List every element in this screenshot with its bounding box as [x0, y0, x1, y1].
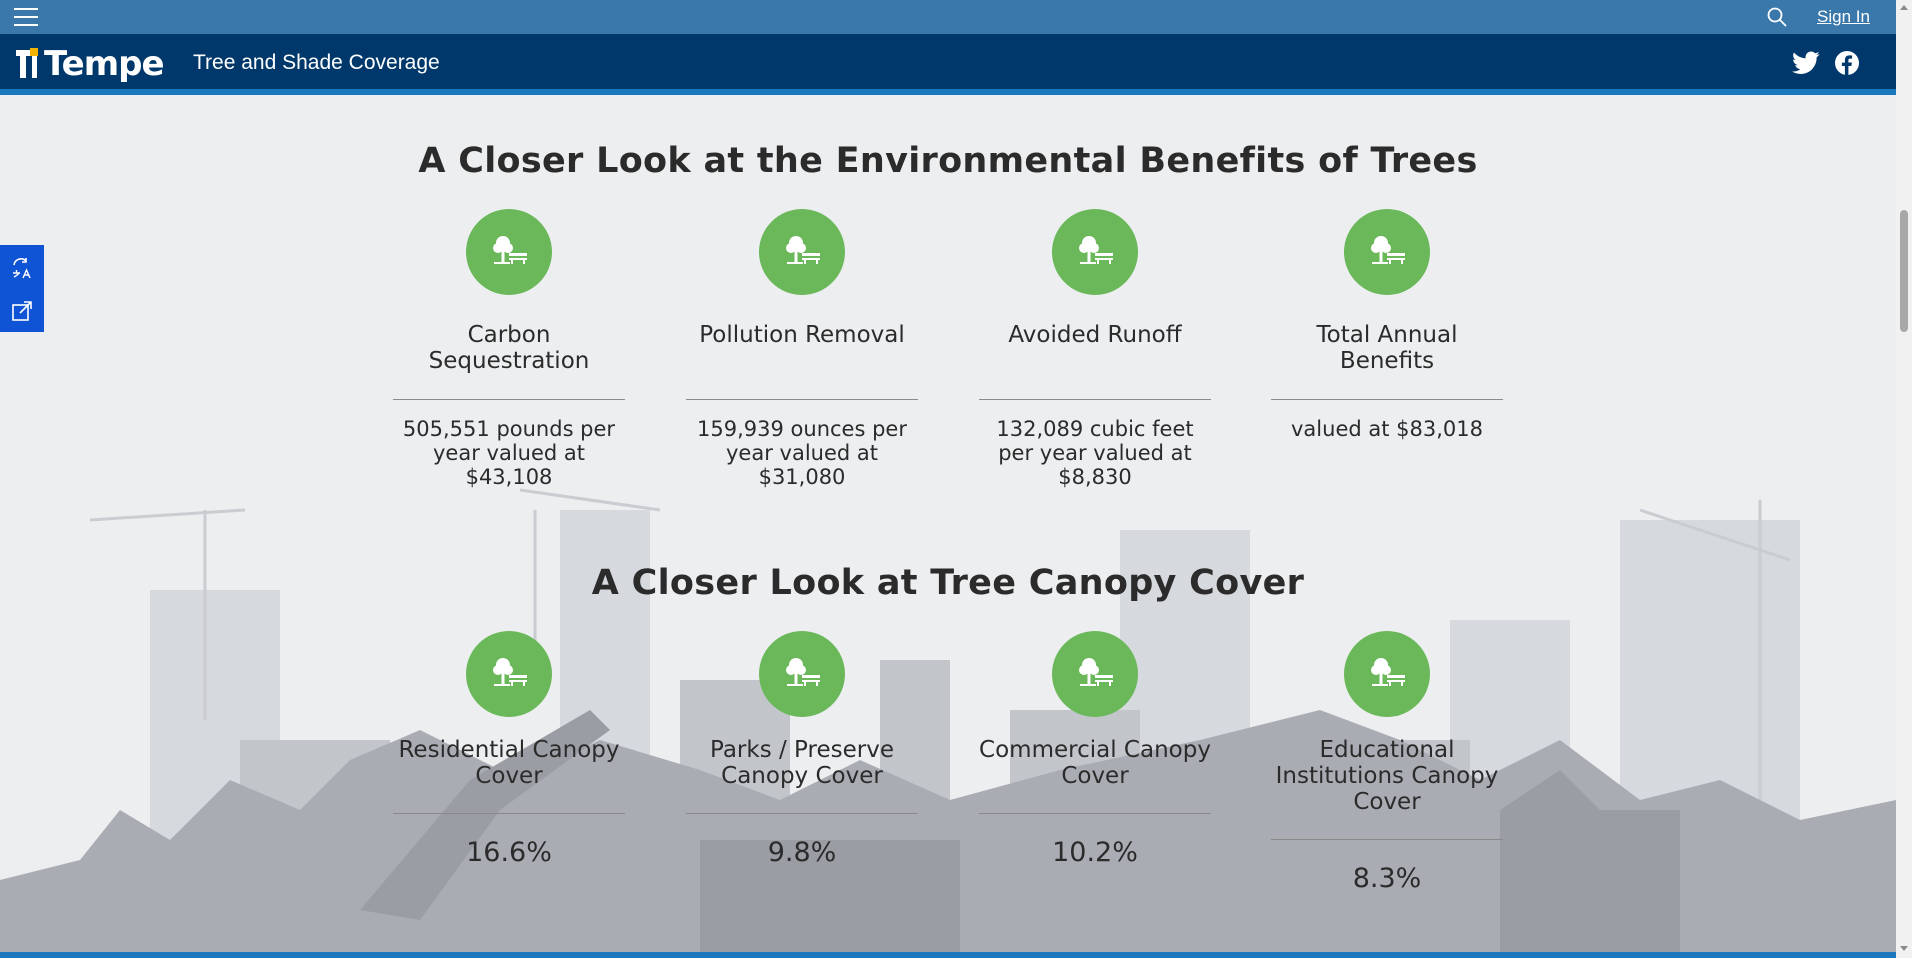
benefit-label: Pollution Removal: [699, 322, 905, 348]
canopy-label: Commercial Canopy Cover: [979, 737, 1211, 789]
twitter-icon[interactable]: [1792, 51, 1820, 75]
section-title-environmental-benefits: A Closer Look at the Environmental Benef…: [418, 141, 1478, 181]
divider: [686, 399, 918, 400]
canopy-percentage: 16.6%: [466, 837, 552, 868]
benefit-label: Carbon Sequestration: [428, 322, 590, 374]
benefit-value: valued at $83,018: [1291, 417, 1483, 441]
page-scrollbar[interactable]: [1896, 0, 1912, 958]
divider: [1271, 399, 1503, 400]
tree-bench-icon: [1344, 209, 1430, 295]
tree-bench-icon: [759, 631, 845, 717]
hamburger-menu-icon[interactable]: [14, 8, 38, 28]
city-skyline-illustration: [0, 488, 1896, 952]
search-icon[interactable]: [1766, 6, 1788, 28]
benefit-value: 505,551 pounds per year valued at $43,10…: [402, 417, 616, 489]
translate-icon[interactable]: [10, 256, 34, 280]
scroll-up-arrow-icon[interactable]: [1900, 5, 1908, 10]
tempe-logo-mark-icon: [16, 48, 38, 78]
canopy-label: Residential Canopy Cover: [398, 737, 620, 789]
tree-bench-icon: [1344, 631, 1430, 717]
site-header: Tempe Tree and Shade Coverage: [0, 34, 1896, 95]
divider: [393, 399, 625, 400]
divider: [393, 813, 625, 814]
divider: [979, 399, 1211, 400]
sign-in-link[interactable]: Sign In: [1817, 7, 1870, 26]
canopy-label: Educational Institutions Canopy Cover: [1275, 737, 1499, 815]
benefit-value: 159,939 ounces per year valued at $31,08…: [697, 417, 907, 489]
canopy-percentage: 8.3%: [1352, 863, 1422, 894]
share-icon[interactable]: [10, 299, 34, 323]
tree-bench-icon: [466, 631, 552, 717]
facebook-icon[interactable]: [1834, 50, 1860, 76]
divider: [1271, 839, 1503, 840]
tree-bench-icon: [759, 209, 845, 295]
tempe-logo[interactable]: Tempe: [14, 44, 165, 84]
divider: [686, 813, 918, 814]
section-title-canopy-cover: A Closer Look at Tree Canopy Cover: [591, 563, 1305, 603]
tree-bench-icon: [466, 209, 552, 295]
scroll-down-arrow-icon[interactable]: [1900, 946, 1908, 951]
canopy-percentage: 9.8%: [767, 837, 837, 868]
tree-bench-icon: [1052, 631, 1138, 717]
canopy-label: Parks / Preserve Canopy Cover: [710, 737, 894, 789]
benefit-label: Avoided Runoff: [1008, 322, 1182, 348]
tree-bench-icon: [1052, 209, 1138, 295]
side-toolbar: [0, 245, 44, 332]
top-bar: Sign In: [0, 0, 1896, 34]
canopy-percentage: 10.2%: [1052, 837, 1138, 868]
benefit-label: Total Annual Benefits: [1316, 322, 1458, 374]
divider: [979, 813, 1211, 814]
benefit-value: 132,089 cubic feet per year valued at $8…: [996, 417, 1194, 489]
footer-accent-bar: [0, 952, 1896, 958]
logo-text: Tempe: [44, 44, 165, 84]
scrollbar-thumb[interactable]: [1900, 210, 1908, 332]
site-title[interactable]: Tree and Shade Coverage: [193, 51, 440, 74]
